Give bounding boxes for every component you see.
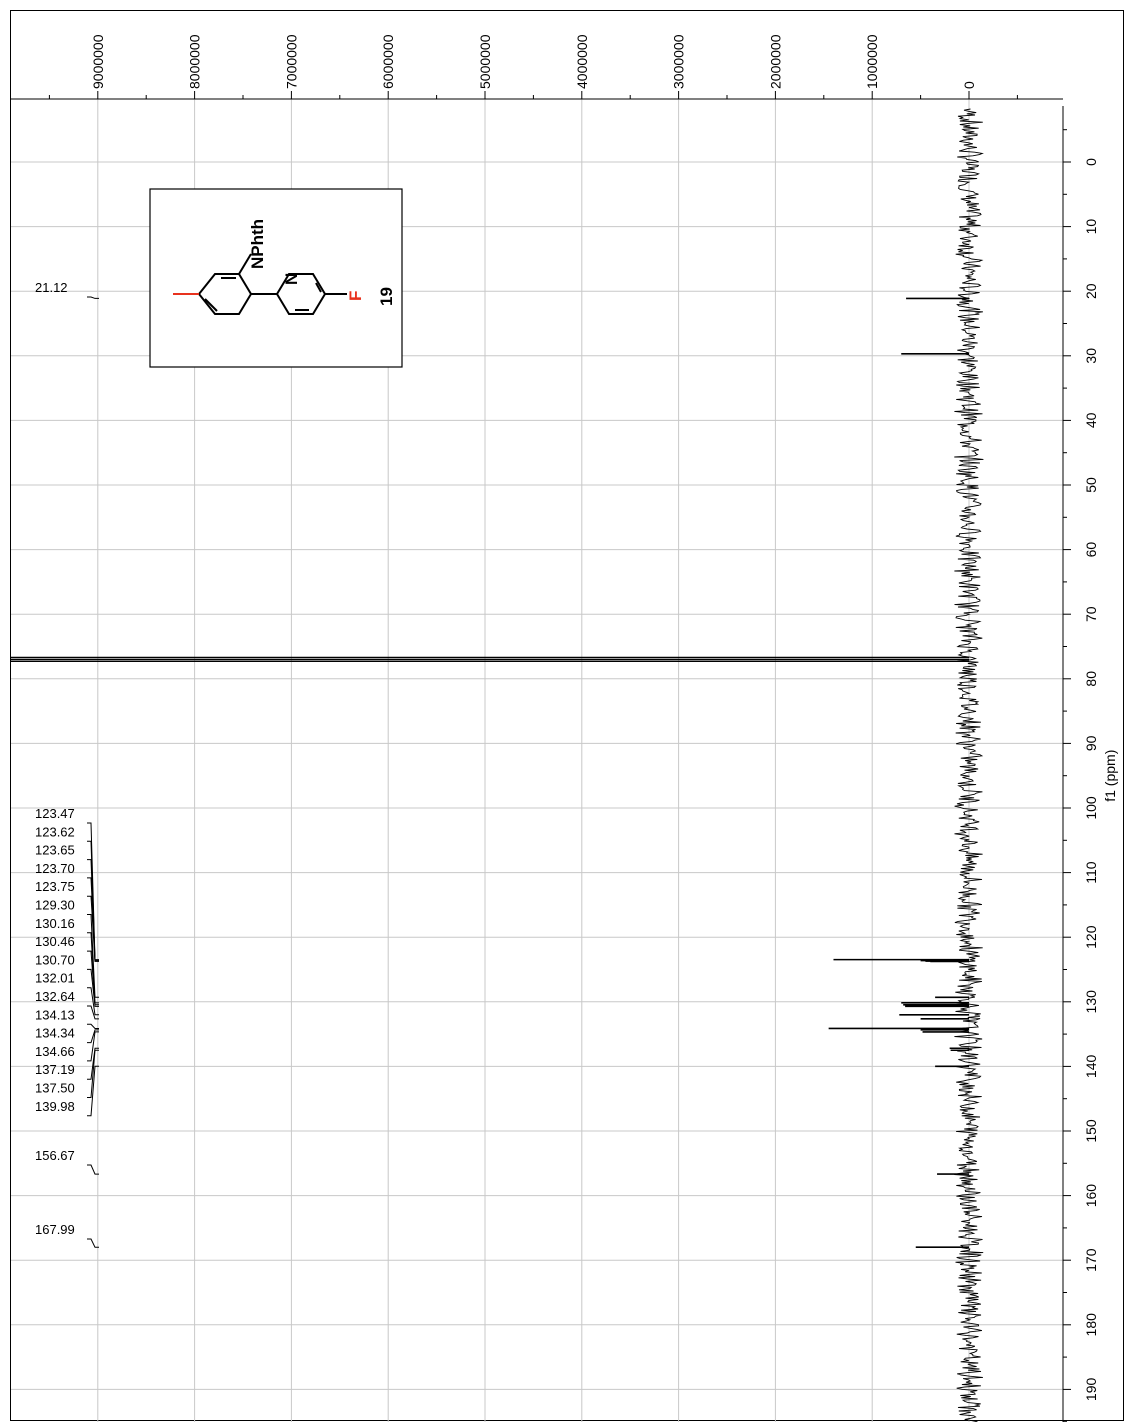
peak-label-connector — [87, 1164, 99, 1175]
compound-number: 19 — [377, 287, 396, 306]
peak-label-connector — [87, 1023, 99, 1029]
peak-label: 123.70 — [35, 861, 75, 876]
peak-label: 123.65 — [35, 843, 75, 858]
peak-label-connector — [87, 932, 99, 1004]
ppm-tick-label: 110 — [1083, 861, 1099, 884]
ppm-tick-label: 30 — [1083, 348, 1099, 364]
ppm-tick-label: 80 — [1083, 671, 1099, 687]
nphth-bond — [238, 253, 252, 275]
structure-panel: NPhth N F 19 — [149, 188, 403, 368]
peak-label-connector — [87, 1029, 99, 1044]
peak-label-connector — [87, 895, 99, 962]
peak-label: 123.47 — [35, 806, 75, 821]
ppm-tick-label: 0 — [1083, 158, 1099, 166]
baseline-noise — [954, 108, 984, 1422]
molecule-drawing — [173, 253, 347, 315]
intensity-tick-label: 4000000 — [574, 34, 590, 89]
peak-label: 167.99 — [35, 1222, 75, 1237]
ppm-tick-label: 120 — [1083, 925, 1099, 949]
peak-label: 139.98 — [35, 1099, 75, 1114]
noise-trace — [954, 108, 984, 1422]
intensity-tick-label: 3000000 — [671, 34, 687, 89]
ppm-tick-label: 180 — [1083, 1313, 1099, 1337]
peak-label: 137.19 — [35, 1062, 75, 1077]
ppm-tick-label: 50 — [1083, 477, 1099, 493]
peak-label: 123.75 — [35, 879, 75, 894]
peak-label-connector — [87, 1005, 99, 1020]
ppm-tick-label: 190 — [1083, 1378, 1099, 1402]
peak-label-connector — [87, 1049, 99, 1098]
peak-label-connector — [87, 950, 99, 1006]
ppm-tick-label: 100 — [1083, 796, 1099, 820]
peak-label: 132.01 — [35, 971, 75, 986]
pyridine-n-label: N — [282, 273, 301, 285]
peaks — [11, 297, 969, 1249]
peak-label: 130.70 — [35, 952, 75, 967]
peak-label-connector — [87, 296, 99, 299]
ppm-tick-label: 170 — [1083, 1248, 1099, 1272]
nphth-label: NPhth — [248, 219, 267, 269]
intensity-tick-label: 0 — [961, 81, 977, 89]
ppm-tick-label: 130 — [1083, 990, 1099, 1014]
fluorine-label: F — [346, 291, 365, 301]
peak-label-connector — [87, 1047, 99, 1080]
intensity-tick-label: 8000000 — [187, 34, 203, 89]
peak-label-connector — [87, 1238, 99, 1248]
peak-label: 134.34 — [35, 1026, 75, 1041]
peak-label-connector — [87, 914, 99, 998]
ppm-tick-label: 160 — [1083, 1184, 1099, 1208]
peak-label-connector — [87, 968, 99, 1007]
peak-label: 130.46 — [35, 934, 75, 949]
intensity-tick-label: 1000000 — [864, 34, 880, 89]
peak-label: 132.64 — [35, 989, 75, 1004]
ppm-tick-label: 60 — [1083, 542, 1099, 558]
ppm-tick-label: 140 — [1083, 1055, 1099, 1079]
intensity-tick-label: 7000000 — [283, 34, 299, 89]
peak-label: 134.66 — [35, 1044, 75, 1059]
intensity-tick-label: 9000000 — [90, 34, 106, 89]
intensity-tick-label: 2000000 — [767, 34, 783, 89]
peak-label-connector — [87, 1031, 99, 1062]
peak-label: 137.50 — [35, 1081, 75, 1096]
peak-label-connector — [87, 987, 99, 1016]
intensity-tick-label: 5000000 — [477, 34, 493, 89]
ppm-tick-label: 90 — [1083, 735, 1099, 751]
ppm-tick-label: 40 — [1083, 412, 1099, 428]
ppm-tick-label: 10 — [1083, 219, 1099, 235]
spectrum-frame: 0 1000000 2000000 3000000 4000000 5000000 6000… — [10, 10, 1124, 1422]
ppm-axis-title: f1 (ppm) — [1102, 750, 1118, 802]
peak-label: 130.16 — [35, 916, 75, 931]
ppm-tick-label: 70 — [1083, 606, 1099, 622]
structure-box — [149, 188, 403, 368]
intensity-tick-label: 6000000 — [380, 34, 396, 89]
axes: 0 1000000 2000000 3000000 4000000 5000000 6000… — [11, 34, 1118, 1422]
peak-label: 21.12 — [35, 280, 68, 295]
peak-label: 156.67 — [35, 1148, 75, 1163]
peak-label: 129.30 — [35, 898, 75, 913]
ppm-tick-label: 150 — [1083, 1119, 1099, 1143]
peak-labels: 21.12 123.47 123.62 123.65 123.70 123.75 129.3… — [35, 280, 99, 1248]
peak-label: 123.62 — [35, 824, 75, 839]
nmr-spectrum-plot: 0 1000000 2000000 3000000 4000000 5000000 6000… — [11, 34, 1118, 1422]
peak-label: 134.13 — [35, 1007, 75, 1022]
ppm-tick-label: 20 — [1083, 283, 1099, 299]
peak-label-connector — [87, 1065, 99, 1117]
